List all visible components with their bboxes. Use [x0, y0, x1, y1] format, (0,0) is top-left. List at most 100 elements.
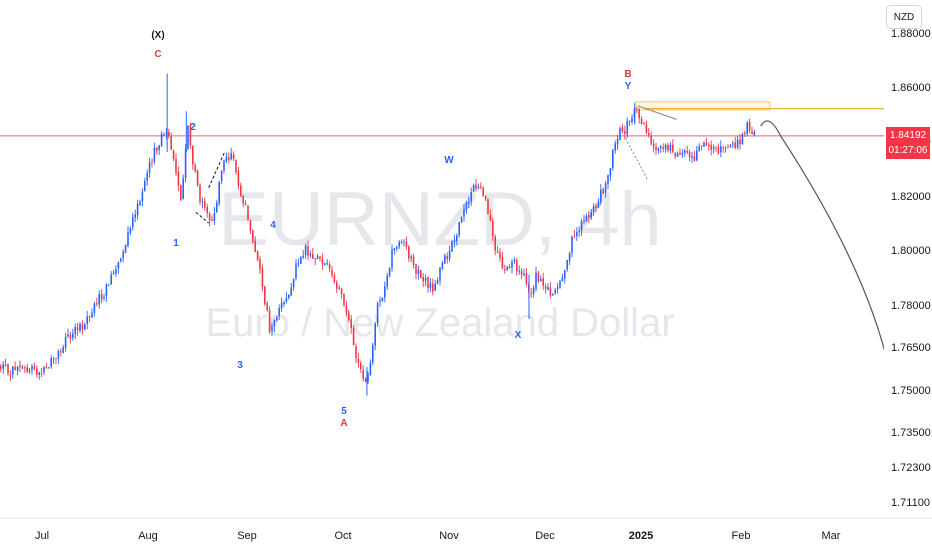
candle-body	[588, 215, 590, 218]
wave-label-4: 4	[270, 220, 276, 231]
candle-body	[681, 152, 684, 155]
wave-label-w: W	[444, 155, 454, 166]
candle-body	[559, 280, 561, 288]
candle-body	[367, 374, 369, 382]
candle-body	[228, 157, 230, 161]
candle-body	[43, 367, 45, 373]
candle-body	[496, 251, 499, 253]
candle-body	[201, 201, 204, 203]
candle-body	[211, 219, 213, 221]
candle-body	[679, 152, 681, 154]
candle-body	[9, 374, 12, 376]
wave-label-c: C	[154, 49, 161, 60]
candle-body	[14, 367, 16, 370]
candle-body	[79, 323, 81, 331]
candle-body	[547, 287, 549, 290]
candle-body	[537, 272, 540, 282]
candle-body	[120, 258, 122, 262]
wave-label-b: B	[624, 69, 631, 80]
candle-body	[19, 365, 21, 368]
candle-body	[398, 242, 400, 247]
candle-body	[396, 247, 398, 249]
candle-body	[746, 122, 748, 134]
candle-body	[554, 289, 556, 294]
candle-body	[285, 297, 288, 302]
candle-body	[141, 191, 144, 202]
candle-body	[542, 278, 544, 286]
candle-body	[672, 144, 674, 152]
candle-body	[415, 264, 417, 274]
candle-body	[566, 259, 568, 270]
candle-body	[722, 147, 724, 149]
candle-body	[751, 131, 753, 135]
wave-guide-2	[208, 151, 226, 188]
candle-body	[499, 252, 501, 258]
candle-body	[50, 357, 52, 367]
projection-curve	[760, 120, 898, 424]
candle-body	[259, 259, 261, 270]
candle-body	[264, 286, 266, 304]
candle-body	[278, 308, 280, 316]
candle-body	[484, 195, 487, 200]
currency-selector-button[interactable]: NZD	[886, 5, 922, 29]
candle-body	[280, 302, 283, 309]
candle-body	[657, 148, 660, 151]
candle-body	[741, 134, 744, 145]
candle-body	[660, 146, 662, 149]
last-price-badge: 1.84192 01:27:06	[886, 127, 930, 159]
time-tick-label: Oct	[334, 530, 351, 542]
candle-body	[297, 262, 300, 264]
candle-body	[712, 147, 715, 150]
candle-body	[393, 248, 396, 250]
candle-body	[360, 363, 362, 369]
candle-body	[86, 316, 88, 324]
candle-body	[319, 256, 321, 259]
candle-body	[134, 214, 136, 218]
candle-body	[336, 282, 338, 289]
candle-body	[705, 142, 708, 146]
wave-guide-1	[195, 211, 210, 224]
candle-body	[674, 152, 676, 157]
candle-body	[100, 293, 103, 300]
candle-body	[139, 201, 141, 205]
candle-body	[408, 246, 410, 259]
candle-body	[98, 294, 100, 305]
candle-body	[686, 151, 688, 153]
candle-body	[333, 275, 336, 282]
candle-body	[177, 172, 180, 186]
candle-body	[230, 153, 232, 160]
candle-body	[148, 162, 151, 173]
candle-body	[324, 263, 326, 265]
wave-label-5: 5	[341, 406, 347, 417]
candle-body	[636, 109, 638, 111]
candle-body	[31, 366, 33, 371]
candle-body	[549, 287, 552, 296]
wave-label-3: 3	[237, 360, 243, 371]
candle-body	[643, 123, 645, 125]
candle-body	[580, 221, 583, 231]
candle-body	[175, 159, 177, 174]
candle-body	[7, 364, 9, 374]
candle-body	[144, 180, 146, 191]
candle-body	[220, 170, 223, 181]
candle-body	[513, 260, 516, 262]
candle-body	[45, 367, 48, 368]
candle-body	[470, 192, 472, 202]
candle-body	[420, 270, 422, 278]
candle-body	[340, 288, 343, 294]
candle-body	[744, 133, 746, 135]
candle-body	[163, 134, 165, 136]
candle-body	[127, 232, 129, 246]
candle-body	[604, 183, 607, 193]
candle-body	[578, 230, 580, 232]
candle-body	[417, 269, 420, 275]
candlestick-series	[0, 73, 756, 396]
candle-body	[88, 316, 91, 318]
price-tick-label: 1.71100	[891, 497, 930, 509]
candle-body	[412, 256, 415, 265]
candle-body	[468, 201, 470, 204]
candle-body	[196, 170, 199, 186]
candle-body	[441, 262, 444, 269]
wave-guide-4	[625, 138, 648, 180]
